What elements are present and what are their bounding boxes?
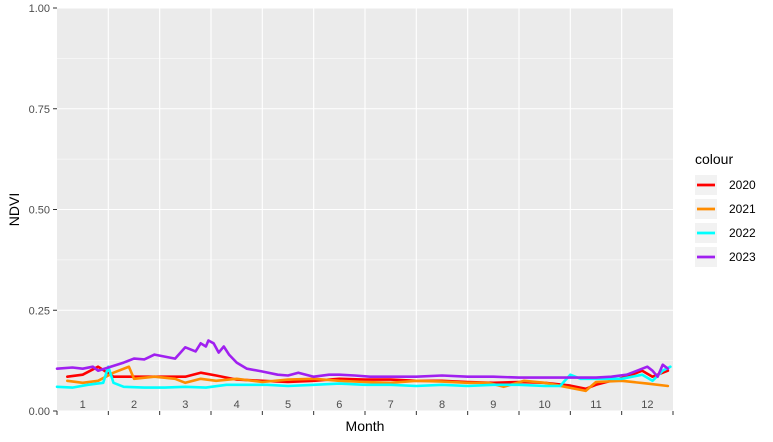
legend: colour 2020 2021 2022 2023 [695,151,756,267]
legend-title: colour [695,151,733,167]
x-tick-label: 2 [131,399,137,411]
x-tick-label: 6 [336,399,342,411]
x-tick-label: 11 [590,399,601,411]
y-tick-label: 0.75 [29,104,50,116]
x-axis: 1 2 3 4 5 6 7 8 9 10 11 12 [56,399,674,415]
y-tick-label: 0.50 [29,205,50,217]
series-line-2023 [55,339,670,379]
x-tick-label: 12 [641,399,653,411]
y-tick-label: 0.00 [29,406,50,418]
y-tick-label: 1.00 [29,3,50,15]
legend-label-2021: 2021 [729,202,756,216]
series-lines [55,339,672,393]
x-tick-label: 8 [439,399,445,411]
y-axis: 0.00 0.25 0.50 0.75 1.00 [29,3,57,418]
x-tick-label: 1 [80,399,86,411]
x-tick-label: 7 [388,399,394,411]
legend-label-2020: 2020 [729,178,756,192]
series-line-2021 [66,365,670,393]
legend-label-2022: 2022 [729,226,756,240]
x-tick-label: 10 [539,399,551,411]
y-tick-label: 0.25 [29,305,50,317]
x-axis-title: Month [346,418,385,434]
y-axis-title: NDVI [6,193,22,226]
major-gridlines [57,7,673,412]
legend-label-2023: 2023 [729,250,756,264]
x-tick-label: 3 [182,399,188,411]
x-tick-label: 5 [285,399,291,411]
x-tick-label: 9 [490,399,496,411]
x-tick-label: 4 [234,399,240,411]
